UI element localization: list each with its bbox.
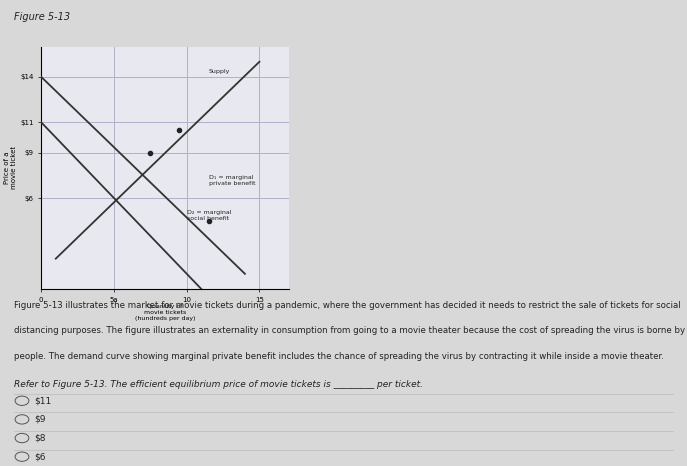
Text: people. The demand curve showing marginal private benefit includes the chance of: people. The demand curve showing margina… bbox=[14, 352, 664, 361]
Text: $8: $8 bbox=[34, 433, 46, 443]
Text: $6: $6 bbox=[34, 452, 46, 461]
Text: $11: $11 bbox=[34, 396, 52, 405]
Text: Figure 5-13 illustrates the market for movie tickets during a pandemic, where th: Figure 5-13 illustrates the market for m… bbox=[14, 301, 680, 309]
X-axis label: Quantity of
movie tickets
(hundreds per day): Quantity of movie tickets (hundreds per … bbox=[135, 304, 195, 321]
Text: $9: $9 bbox=[34, 415, 46, 424]
Text: distancing purposes. The figure illustrates an externality in consumption from g: distancing purposes. The figure illustra… bbox=[14, 326, 687, 335]
Text: Supply: Supply bbox=[209, 69, 230, 74]
Text: D₁ = marginal
private benefit: D₁ = marginal private benefit bbox=[209, 175, 255, 186]
Text: Refer to Figure 5-13. The efficient equilibrium price of movie tickets is ______: Refer to Figure 5-13. The efficient equi… bbox=[14, 380, 423, 389]
Text: D₂ = marginal
social benefit: D₂ = marginal social benefit bbox=[187, 210, 232, 221]
Text: Figure 5-13: Figure 5-13 bbox=[14, 12, 70, 21]
Y-axis label: Price of a
movie ticket: Price of a movie ticket bbox=[4, 146, 17, 189]
